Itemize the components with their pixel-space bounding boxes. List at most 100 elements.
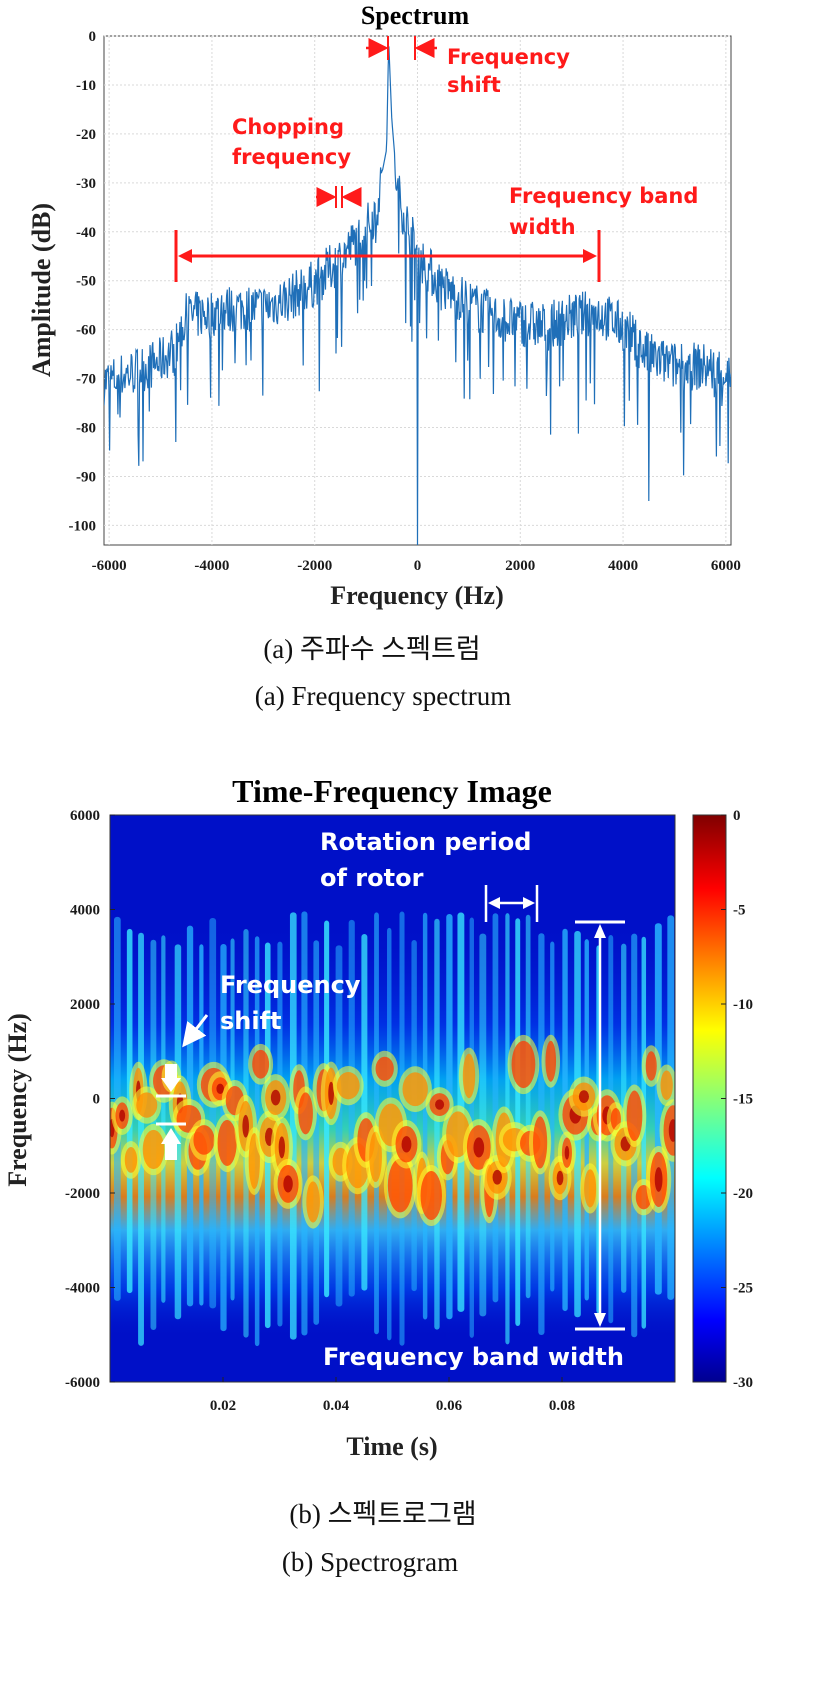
- spectrogram-chart: Time-Frequency Image 6000 4000 2000 0 -2000 -…: [3, 773, 753, 1461]
- y-tick-label: -100: [69, 518, 97, 534]
- spectrum-y-label: Amplitude (dB): [27, 203, 56, 377]
- streak: [525, 914, 531, 1299]
- y-tick-label: -30: [76, 176, 96, 192]
- x-tick-label: 6000: [711, 558, 741, 574]
- spectrogram-title: Time-Frequency Image: [232, 773, 552, 809]
- streak: [411, 939, 417, 1292]
- x-tick-label: -6000: [92, 558, 127, 574]
- blob: [270, 1089, 281, 1106]
- y-tick-label: -2000: [65, 1186, 100, 1202]
- streak: [550, 941, 555, 1292]
- y-tick-label: -70: [76, 372, 96, 388]
- blob: [584, 1169, 597, 1208]
- y-tick-label: -50: [76, 274, 96, 290]
- blob: [435, 1099, 445, 1110]
- band-width-annotation: Frequency band width: [174, 184, 698, 282]
- colorbar-tick-label: -15: [733, 1092, 753, 1108]
- x-tick-label: -4000: [194, 558, 229, 574]
- colorbar-ticks: 0 -5 -10 -15 -20 -25 -30: [721, 808, 753, 1391]
- x-tick-label: 2000: [505, 558, 535, 574]
- caption-a-english: (a) Frequency spectrum: [255, 681, 511, 711]
- y-tick-label: 6000: [70, 808, 100, 824]
- streak: [361, 933, 368, 1291]
- blob: [306, 1181, 320, 1223]
- streak: [422, 912, 428, 1320]
- spectrogram-x-label: Time (s): [346, 1432, 437, 1461]
- blob: [193, 1125, 215, 1155]
- blob: [660, 1070, 673, 1101]
- rotation-period-annotation: Rotation period of rotor: [320, 828, 539, 922]
- y-tick-label: 2000: [70, 997, 100, 1013]
- blob: [402, 1072, 428, 1107]
- chopping-frequency-annotation: Chopping frequency: [232, 115, 362, 208]
- y-tick-label: -10: [76, 78, 96, 94]
- blob: [369, 1131, 382, 1183]
- blob: [511, 1040, 536, 1089]
- blob: [298, 1092, 313, 1135]
- blob: [668, 1119, 675, 1142]
- blob: [142, 1129, 165, 1170]
- streak: [335, 945, 343, 1307]
- blob: [578, 1090, 589, 1103]
- y-tick-label: 0: [89, 29, 97, 45]
- streak: [209, 917, 217, 1309]
- spectrum-line: [104, 46, 731, 545]
- y-tick-label: 0: [93, 1092, 101, 1108]
- blob: [654, 1167, 663, 1192]
- blob: [626, 1090, 643, 1142]
- streak: [434, 918, 440, 1330]
- streak: [492, 913, 499, 1303]
- blob: [216, 1083, 224, 1095]
- blob: [556, 1170, 564, 1186]
- svg-text:Frequency band width: Frequency band width: [323, 1343, 624, 1371]
- blob: [375, 1056, 394, 1081]
- blob: [492, 1169, 502, 1185]
- blob: [217, 1119, 237, 1167]
- blob: [328, 1081, 334, 1105]
- y-tick-label: -40: [76, 225, 96, 241]
- blob: [278, 1136, 286, 1159]
- spectrum-title: Spectrum: [361, 1, 470, 30]
- spectrogram-x-ticks: 0.02 0.04 0.06 0.08: [210, 1377, 575, 1414]
- streak: [313, 940, 320, 1325]
- y-tick-label: -4000: [65, 1281, 100, 1297]
- y-tick-label: -80: [76, 421, 96, 437]
- colorbar-tick-label: 0: [733, 808, 741, 824]
- x-tick-label: 0.06: [436, 1398, 463, 1414]
- colorbar: [692, 814, 727, 1383]
- blob: [420, 1171, 442, 1221]
- x-tick-label: 0.04: [323, 1398, 350, 1414]
- caption-b-korean: (b) 스펙트로그램: [289, 1499, 476, 1529]
- blob: [336, 1072, 360, 1100]
- caption-a-korean: (a) 주파수 스펙트럼: [263, 634, 480, 664]
- blob: [252, 1049, 270, 1079]
- y-tick-label: 4000: [70, 903, 100, 919]
- colorbar-tick-label: -25: [733, 1281, 753, 1297]
- y-tick-label: -60: [76, 323, 96, 339]
- caption-b-english: (b) Spectrogram: [282, 1547, 458, 1577]
- y-tick-label: -6000: [65, 1375, 100, 1391]
- blob: [119, 1109, 126, 1122]
- frequency-shift-annotation: Frequency shift: [366, 36, 570, 97]
- blob: [387, 1158, 413, 1213]
- blob: [136, 1092, 158, 1118]
- x-tick-label: 4000: [608, 558, 638, 574]
- blob: [473, 1137, 485, 1158]
- streak: [289, 912, 297, 1340]
- y-tick-label: -90: [76, 469, 96, 485]
- spectrum-x-ticks: -6000 -4000 -2000 0 2000 4000 6000: [92, 558, 741, 574]
- x-tick-label: 0.02: [210, 1398, 236, 1414]
- colorbar-tick-label: -10: [733, 997, 753, 1013]
- x-tick-label: 0: [414, 558, 422, 574]
- blob: [545, 1040, 557, 1082]
- blob: [401, 1136, 412, 1153]
- blob: [645, 1051, 657, 1081]
- spectrum-y-ticks: 0 -10 -20 -30 -40 -50 -60 -70 -80 -90 -100: [69, 29, 97, 534]
- blob: [564, 1145, 570, 1160]
